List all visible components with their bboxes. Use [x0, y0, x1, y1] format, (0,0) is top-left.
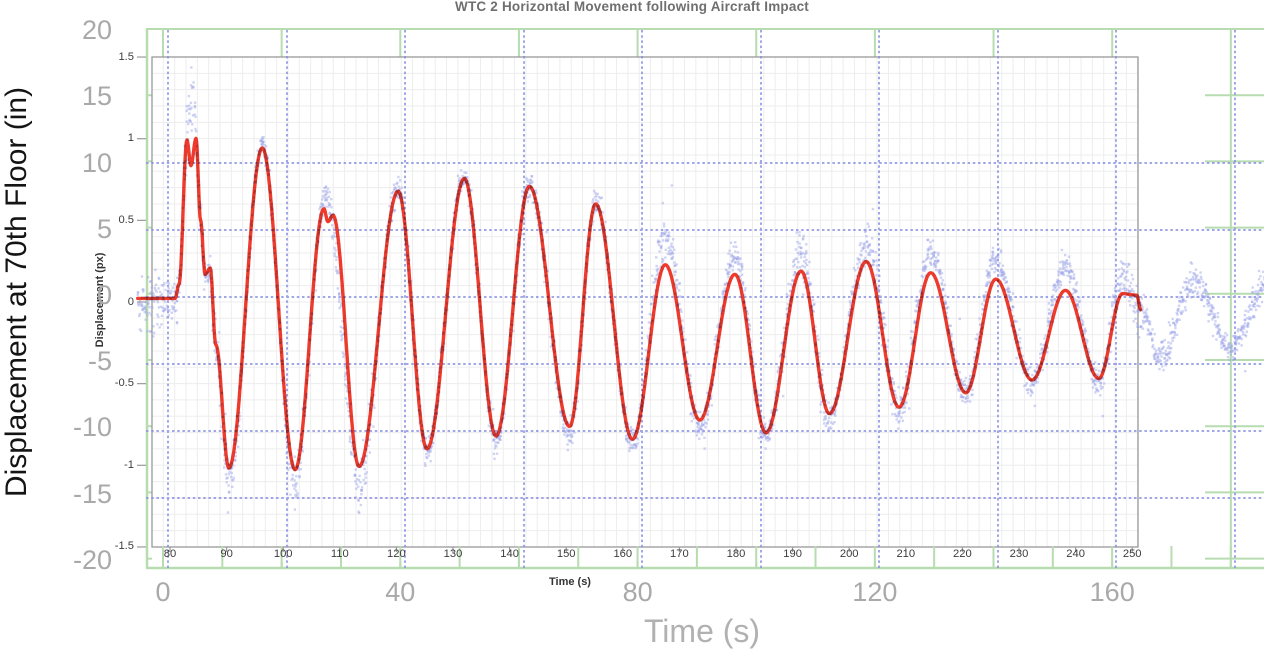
inner-y-tick-label: 0 [127, 295, 134, 308]
inner-x-tick-label: 100 [273, 548, 293, 560]
inner-y-tick-label: 1.5 [118, 50, 134, 63]
inner-tick-marks [137, 56, 1133, 552]
outer-x-axis-title: Time (s) [643, 613, 761, 649]
inner-x-tick-label: 230 [1009, 548, 1029, 560]
outer-y-tick-label: -10 [72, 412, 112, 443]
inner-x-tick-label: 80 [163, 548, 177, 560]
outer-y-tick-label: -20 [72, 544, 112, 575]
outer-y-tick-label: 5 [96, 213, 112, 244]
outer-y-tick-label: -5 [87, 346, 112, 377]
outer-y-axis-title: Displacement at 70th Floor (in) [0, 86, 33, 498]
outer-x-tick-label: 0 [155, 577, 171, 607]
inner-x-tick-label: 200 [839, 548, 859, 560]
inner-x-tick-label: 140 [500, 548, 519, 560]
inner-x-tick-label: 130 [443, 548, 463, 560]
inner-x-tick-label: 190 [783, 548, 802, 560]
page-title: WTC 2 Horizontal Movement following Airc… [455, 0, 809, 14]
inner-y-tick-label: 0.5 [118, 213, 134, 226]
inner-x-tick-label: 250 [1122, 548, 1142, 560]
inner-y-tick-label: -0.5 [114, 377, 134, 390]
outer-y-tick-label: 20 [81, 15, 112, 46]
fit-line-series [136, 136, 1143, 472]
inner-x-tick-label: 120 [387, 548, 406, 560]
outer-y-tick-label: 10 [81, 147, 112, 178]
inner-x-tick-label: 170 [670, 548, 689, 560]
outer-x-tick-label: 40 [385, 577, 416, 607]
inner-x-tick-label: 210 [896, 548, 916, 560]
inner-x-tick-label: 160 [613, 548, 633, 560]
inner-x-tick-label: 240 [1066, 548, 1085, 560]
outer-x-tick-label: 80 [622, 577, 653, 607]
inner-x-axis-title: Time (s) [549, 576, 591, 588]
inner-y-tick-label: -1.5 [114, 540, 134, 553]
inner-x-tick-label: 150 [556, 548, 576, 560]
blue-dashed-grid [146, 30, 1264, 568]
outer-y-tick-label: 0 [96, 280, 112, 310]
inner-y-tick-label: 1 [127, 132, 134, 145]
inner-x-tick-label: 220 [953, 548, 972, 560]
outer-y-tick-label: 15 [81, 81, 112, 112]
inner-y-tick-label: -1 [124, 458, 134, 471]
outer-x-tick-label: 120 [852, 577, 898, 607]
inner-x-tick-label: 90 [220, 548, 233, 560]
inner-x-tick-label: 110 [330, 548, 349, 560]
outer-x-tick-label: 160 [1089, 577, 1135, 607]
inner-x-tick-label: 180 [726, 548, 746, 560]
bottom-minor-ticks [162, 546, 1232, 568]
outer-y-tick-label: -15 [72, 478, 112, 509]
